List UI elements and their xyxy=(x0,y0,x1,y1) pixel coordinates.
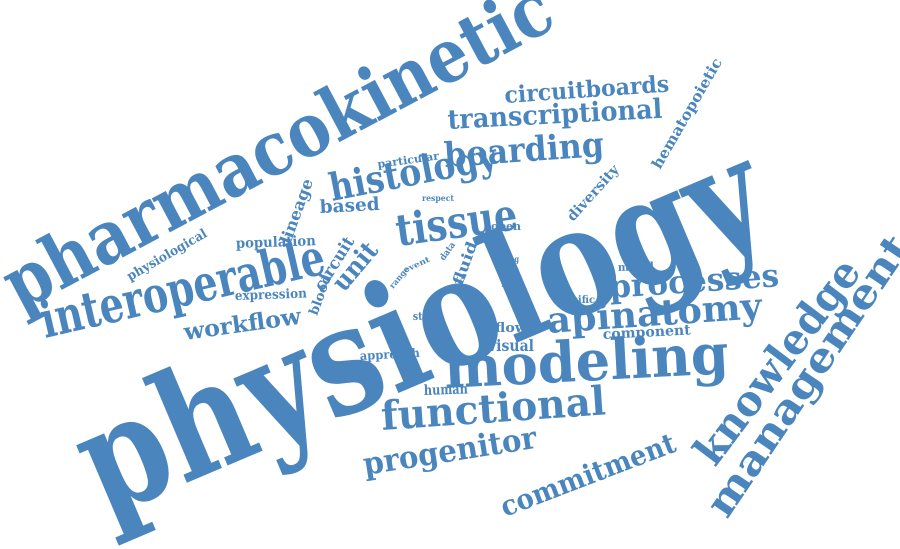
word-model: model xyxy=(618,260,654,274)
word-open: open xyxy=(491,220,521,233)
word-respect: respect xyxy=(422,193,454,203)
word-expression: expression xyxy=(235,286,308,304)
word-visual: visual xyxy=(487,336,534,355)
word-fating: fating xyxy=(497,254,519,264)
word-human: human xyxy=(424,381,469,399)
word-flow: flow xyxy=(495,321,528,336)
word-cell: cell xyxy=(502,266,518,276)
word-based: based xyxy=(319,194,380,218)
word-specific: specific xyxy=(553,295,595,306)
word-stage: stage xyxy=(413,309,441,323)
word-population: population xyxy=(236,233,317,252)
word-gene: gene xyxy=(501,278,523,288)
